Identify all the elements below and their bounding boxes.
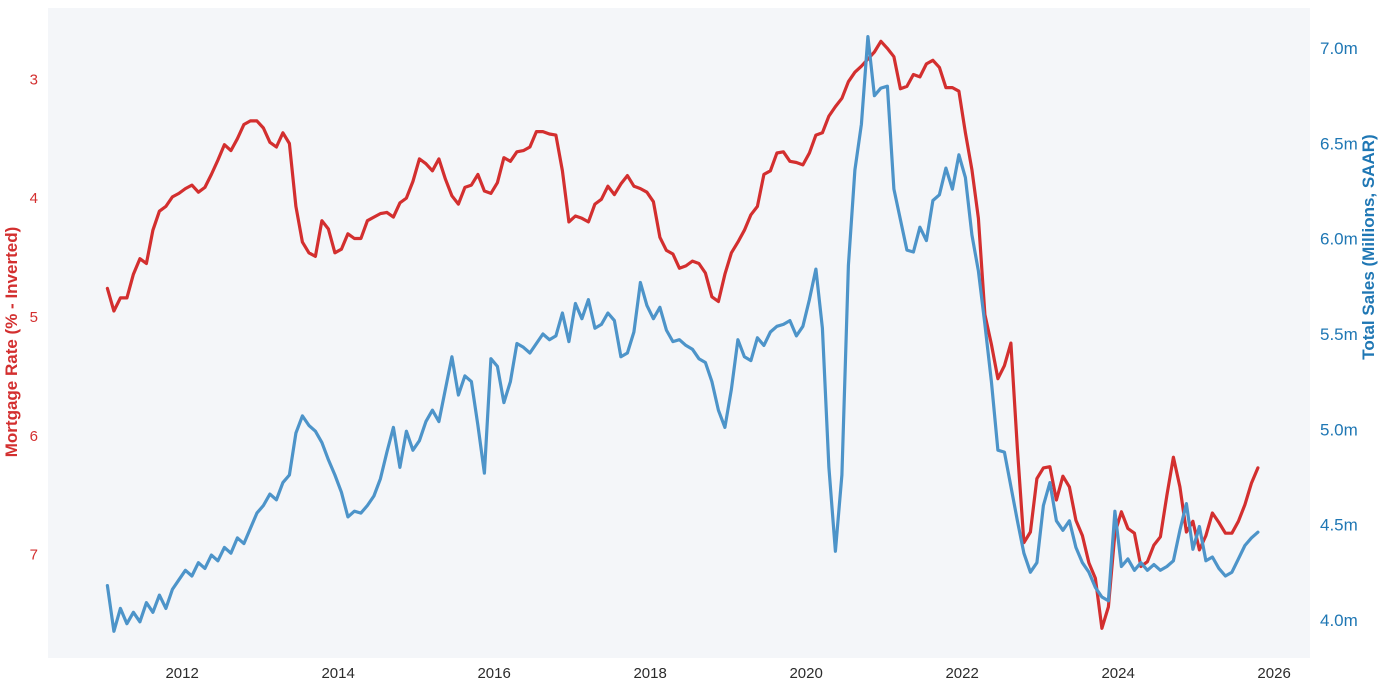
right-axis-tick-labels: 7.0m 6.5m 6.0m 5.5m 5.0m 4.5m 4.0m <box>1320 39 1358 630</box>
left-axis-tick-labels: 3 4 5 6 7 <box>30 71 38 563</box>
series-lines <box>105 34 1260 633</box>
left-tick-label: 6 <box>30 428 38 445</box>
x-tick-label: 2016 <box>477 665 510 682</box>
right-tick-label: 5.5m <box>1320 325 1358 344</box>
mortgage-rate-line <box>105 39 1260 630</box>
x-tick-label: 2020 <box>789 665 822 682</box>
x-tick-label: 2026 <box>1257 665 1290 682</box>
right-tick-label: 4.0m <box>1320 611 1358 630</box>
total-sales-line <box>105 34 1260 633</box>
x-tick-label: 2024 <box>1101 665 1134 682</box>
left-tick-label: 5 <box>30 309 38 326</box>
plot-area <box>48 8 1310 658</box>
x-tick-label: 2012 <box>165 665 198 682</box>
right-tick-label: 7.0m <box>1320 39 1358 58</box>
x-axis-tick-labels: 2012 2014 2016 2018 2020 2022 2024 2026 <box>165 665 1290 682</box>
left-tick-label: 4 <box>30 190 38 207</box>
right-axis-title: Total Sales (Millions, SAAR) <box>1359 134 1378 359</box>
right-tick-label: 5.0m <box>1320 420 1358 439</box>
x-tick-label: 2018 <box>633 665 666 682</box>
left-tick-label: 3 <box>30 71 38 88</box>
right-tick-label: 4.5m <box>1320 516 1358 535</box>
left-tick-label: 7 <box>30 547 38 564</box>
x-tick-label: 2014 <box>321 665 354 682</box>
right-tick-label: 6.5m <box>1320 134 1358 153</box>
left-axis-title: Mortgage Rate (% - Inverted) <box>2 227 21 457</box>
x-tick-label: 2022 <box>945 665 978 682</box>
right-tick-label: 6.0m <box>1320 230 1358 249</box>
